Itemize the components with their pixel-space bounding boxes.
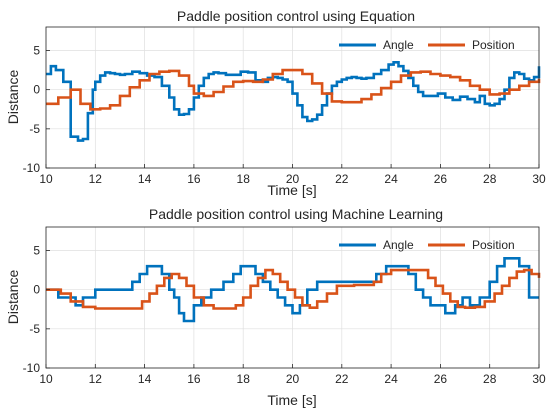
legend-label-position: Position	[472, 38, 515, 52]
y-ticks: -10 -5 0 5	[23, 244, 50, 375]
x-tick-label: 26	[434, 172, 448, 186]
legend: Angle Position	[339, 238, 515, 252]
y-axis-label: Distance	[5, 70, 21, 125]
x-tick-label: 16	[187, 172, 201, 186]
legend-label-angle: Angle	[383, 238, 414, 252]
chart-title: Paddle position control using Equation	[177, 8, 415, 24]
x-axis-label: Time [s]	[267, 392, 316, 408]
x-tick-label: 20	[286, 172, 300, 186]
y-tick-label: 0	[33, 83, 40, 97]
x-tick-label: 30	[532, 172, 546, 186]
x-ticks: 10 12 14 16 18 20 22 24 26 28 30	[39, 164, 546, 186]
x-tick-label: 16	[187, 372, 201, 386]
series-line-position	[46, 68, 541, 111]
x-tick-label: 30	[532, 372, 546, 386]
y-tick-label: 0	[33, 283, 40, 297]
x-tick-label: 12	[89, 172, 103, 186]
legend-label-position: Position	[472, 238, 515, 252]
series-lines	[46, 257, 541, 323]
x-tick-label: 22	[335, 172, 349, 186]
chart-title: Paddle position control using Machine Le…	[149, 206, 443, 222]
chart-machine-learning: Paddle position control using Machine Le…	[5, 206, 546, 408]
x-tick-label: 18	[237, 372, 251, 386]
legend: Angle Position	[339, 38, 515, 52]
y-tick-label: -10	[23, 361, 41, 375]
series-line-angle	[46, 61, 541, 142]
y-tick-label: -10	[23, 161, 41, 175]
y-axis-label: Distance	[5, 270, 21, 325]
x-tick-label: 22	[335, 372, 349, 386]
x-tick-label: 20	[286, 372, 300, 386]
x-tick-label: 24	[384, 172, 398, 186]
series-lines	[46, 61, 541, 142]
y-tick-label: -5	[29, 122, 40, 136]
x-tick-label: 24	[384, 372, 398, 386]
x-tick-label: 28	[483, 372, 497, 386]
x-tick-label: 26	[434, 372, 448, 386]
y-ticks: -10 -5 0 5	[23, 44, 50, 175]
y-tick-label: 5	[33, 244, 40, 258]
x-tick-label: 14	[138, 372, 152, 386]
x-ticks: 10 12 14 16 18 20 22 24 26 28 30	[39, 364, 546, 386]
x-tick-label: 10	[39, 372, 53, 386]
x-tick-label: 14	[138, 172, 152, 186]
x-tick-label: 12	[89, 372, 103, 386]
x-tick-label: 10	[39, 172, 53, 186]
legend-label-angle: Angle	[383, 38, 414, 52]
y-tick-label: -5	[29, 322, 40, 336]
y-tick-label: 5	[33, 44, 40, 58]
x-axis-label: Time [s]	[267, 182, 316, 198]
series-line-position	[46, 268, 541, 310]
x-tick-label: 28	[483, 172, 497, 186]
series-line-angle	[46, 257, 539, 323]
chart-equation: Paddle position control using Equation 1…	[5, 8, 546, 198]
x-tick-label: 18	[237, 172, 251, 186]
